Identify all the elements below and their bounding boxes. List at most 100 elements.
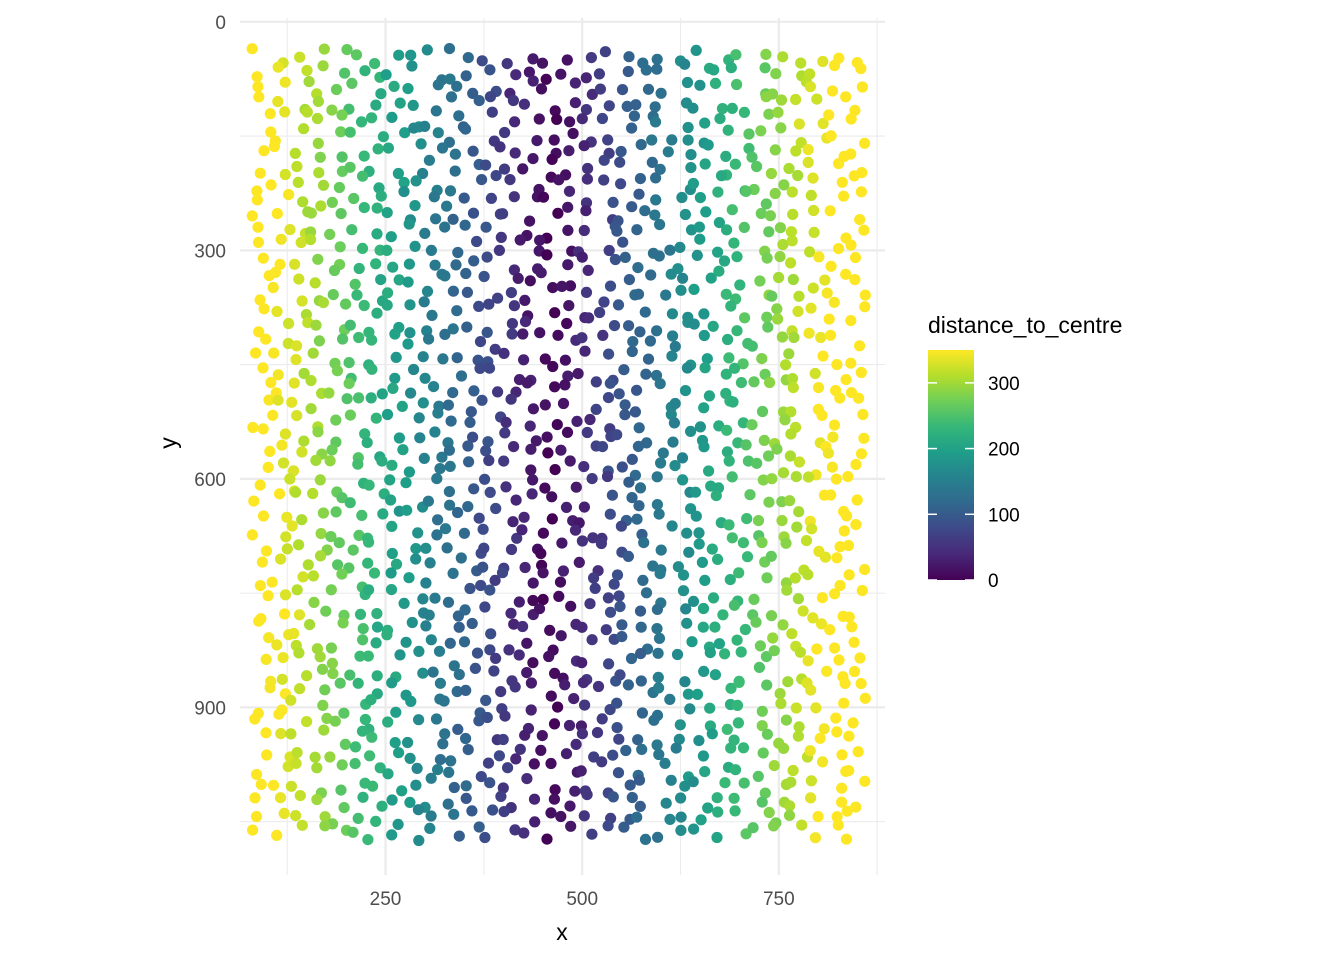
scatter-point [725,300,737,312]
scatter-point [655,457,667,469]
scatter-point [527,75,539,87]
scatter-point [859,563,871,576]
scatter-point [468,255,480,267]
scatter-point [336,568,348,580]
scatter-point [766,290,778,302]
scatter-point [787,382,799,394]
scatter-point [464,582,476,595]
scatter-point [417,351,429,363]
scatter-point [390,351,402,363]
scatter-point [409,200,421,212]
color-legend: distance_to_centre 0 100 200 300 [928,312,1122,592]
scatter-point [571,415,583,427]
scatter-point [301,64,313,77]
scatter-point [442,798,454,810]
scatter-point [326,104,338,116]
scatter-point [811,643,823,655]
scatter-point [614,600,626,613]
scatter-point [506,328,518,340]
scatter-point [674,241,686,253]
scatter-point [632,288,645,300]
scatter-point [517,620,529,633]
scatter-point [356,725,369,737]
scatter-point [555,630,567,642]
scatter-point [611,429,623,441]
scatter-point [353,262,365,275]
scatter-point [780,537,792,549]
scatter-point [553,174,565,186]
scatter-point [664,693,676,706]
scatter-point [707,320,719,332]
scatter-point [808,226,820,238]
scatter-point [802,471,815,483]
scatter-point [413,714,425,726]
scatter-point [607,749,619,761]
scatter-point [667,330,679,342]
scatter-point [764,210,777,222]
scatter-point [677,474,689,486]
scatter-point [712,806,724,818]
scatter-point [827,431,839,443]
scatter-point [804,745,816,757]
scatter-point [667,436,679,448]
scatter-point [632,262,644,274]
scatter-point [838,697,850,709]
scatter-point [807,172,819,184]
scatter-point [333,537,345,549]
scatter-point [746,419,758,431]
scatter-point [246,210,258,222]
scatter-point [312,137,324,149]
scatter-point [351,289,363,301]
scatter-point [498,806,510,818]
scatter-point [681,76,694,89]
scatter-point [366,112,378,124]
scatter-point [544,624,556,637]
scatter-point [616,84,629,96]
scatter-point [390,558,403,570]
scatter-point [439,221,451,233]
scatter-point [690,510,702,522]
scatter-point [756,536,768,549]
scatter-point [412,804,424,816]
scatter-point [477,561,489,573]
scatter-point [347,826,359,838]
scatter-point [713,265,725,277]
scatter-point [766,473,778,485]
scatter-point [855,678,867,690]
scatter-point [681,527,693,539]
scatter-point [633,422,645,434]
scatter-point [465,406,477,418]
scatter-point [251,71,263,83]
scatter-point [756,720,768,732]
scatter-point [559,354,572,366]
scatter-point [271,208,283,220]
scatter-point [768,760,780,772]
scatter-point [420,620,432,632]
scatter-point [264,108,276,120]
scatter-point [448,808,460,820]
scatter-point [825,489,837,501]
scatter-point [763,496,775,508]
scatter-point [699,574,711,587]
scatter-point [823,313,835,325]
scatter-point [772,106,784,118]
scatter-point [439,523,452,535]
scatter-point [546,153,558,165]
scatter-point [386,794,398,806]
scatter-point [535,83,548,95]
scatter-point [784,800,796,812]
scatter-point [539,399,551,411]
scatter-point [528,758,540,770]
scatter-point [738,106,751,118]
scatter-point [403,218,415,230]
scatter-point [854,214,866,226]
scatter-point [685,425,697,437]
scatter-point [252,81,264,93]
scatter-point [246,43,258,55]
scatter-point [729,764,742,776]
scatter-point [836,749,848,761]
scatter-point [787,273,799,286]
scatter-point [630,99,642,111]
scatter-point [547,282,559,294]
scatter-point [669,397,681,410]
